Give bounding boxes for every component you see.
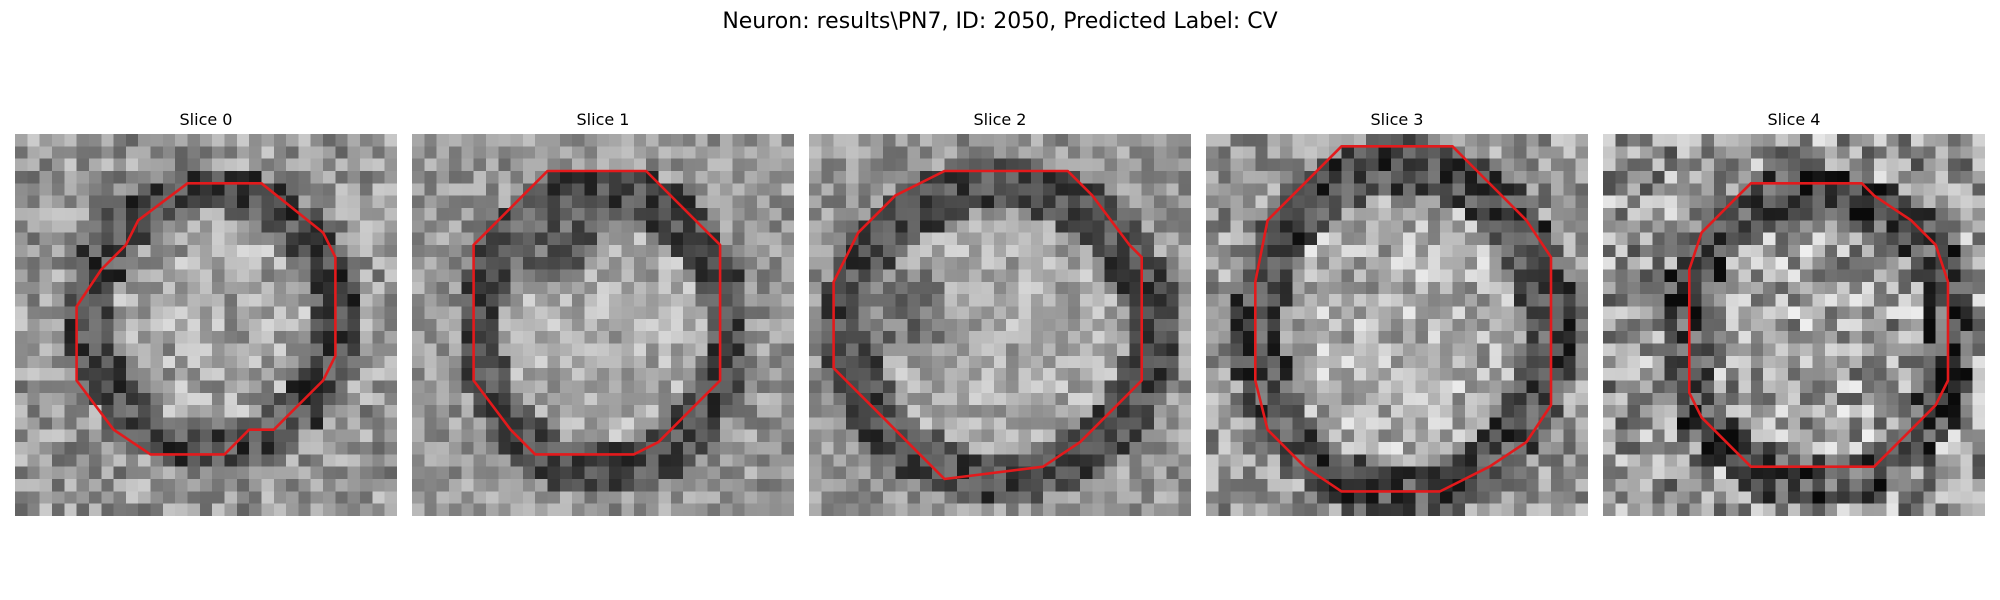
slice-micrograph (1206, 134, 1588, 516)
slice-image (412, 134, 794, 516)
figure-title: Neuron: results\PN7, ID: 2050, Predicted… (722, 9, 1278, 34)
slice-image (809, 134, 1191, 516)
segmentation-contour (75, 181, 337, 456)
segmentation-contour (472, 169, 722, 456)
slice-micrograph (809, 134, 1191, 516)
slice-title: Slice 2 (973, 110, 1027, 129)
slice-title: Slice 0 (179, 110, 233, 129)
segmentation-contour (1253, 145, 1553, 493)
segmentation-contour (1688, 181, 1950, 469)
slice-micrograph (412, 134, 794, 516)
slice-image (15, 134, 397, 516)
segmentation-contour (832, 169, 1144, 481)
slice-image (1603, 134, 1985, 516)
slice-title: Slice 3 (1370, 110, 1424, 129)
slice-micrograph (15, 134, 397, 516)
slice-micrograph (1603, 134, 1985, 516)
slice-image (1206, 134, 1588, 516)
slice-title: Slice 1 (576, 110, 630, 129)
slice-title: Slice 4 (1767, 110, 1821, 129)
